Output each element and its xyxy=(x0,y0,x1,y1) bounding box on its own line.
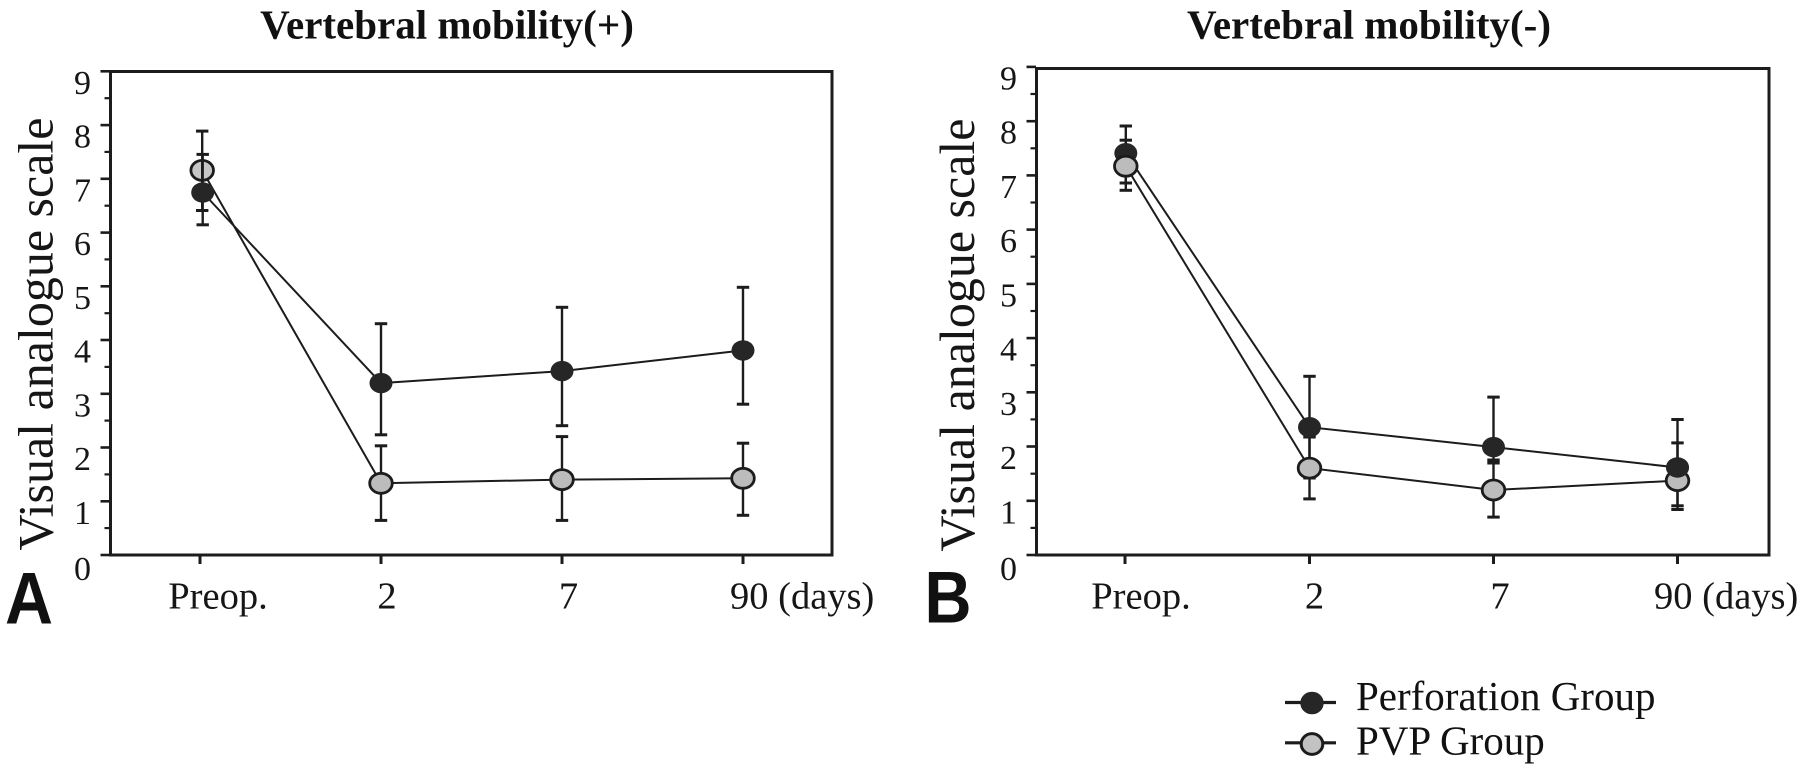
svg-text:5: 5 xyxy=(74,280,91,317)
svg-text:7: 7 xyxy=(1000,169,1017,206)
svg-text:6: 6 xyxy=(74,226,91,263)
svg-text:Visual analogue scale: Visual analogue scale xyxy=(929,119,985,552)
svg-text:Visual analogue scale: Visual analogue scale xyxy=(8,118,64,551)
svg-text:0: 0 xyxy=(74,551,91,588)
svg-text:90 (days): 90 (days) xyxy=(1654,576,1798,618)
svg-text:0: 0 xyxy=(1000,551,1017,588)
svg-text:7: 7 xyxy=(74,172,91,209)
svg-text:8: 8 xyxy=(74,119,91,156)
svg-text:1: 1 xyxy=(1000,494,1017,531)
svg-text:7: 7 xyxy=(1490,576,1509,618)
svg-text:7: 7 xyxy=(559,576,578,618)
svg-text:Vertebral mobility(-): Vertebral mobility(-) xyxy=(1187,2,1551,48)
svg-text:8: 8 xyxy=(1000,115,1017,152)
svg-text:PVP Group: PVP Group xyxy=(1356,718,1545,764)
svg-text:2: 2 xyxy=(377,576,396,618)
svg-text:Preop.: Preop. xyxy=(1091,576,1190,618)
svg-text:2: 2 xyxy=(1000,440,1017,477)
svg-text:9: 9 xyxy=(74,65,91,102)
svg-text:Perforation Group: Perforation Group xyxy=(1356,673,1655,719)
svg-text:4: 4 xyxy=(1000,332,1017,369)
svg-text:Preop.: Preop. xyxy=(168,576,267,618)
svg-text:6: 6 xyxy=(1000,223,1017,260)
svg-text:Vertebral mobility(+): Vertebral mobility(+) xyxy=(260,2,634,48)
svg-text:2: 2 xyxy=(74,441,91,478)
svg-text:3: 3 xyxy=(74,387,91,424)
svg-text:A: A xyxy=(5,559,53,640)
svg-text:3: 3 xyxy=(1000,386,1017,423)
svg-text:4: 4 xyxy=(74,334,91,371)
svg-text:1: 1 xyxy=(74,495,91,532)
svg-text:2: 2 xyxy=(1305,576,1324,618)
svg-text:9: 9 xyxy=(1000,60,1017,97)
svg-text:90 (days): 90 (days) xyxy=(730,576,874,618)
svg-text:B: B xyxy=(925,558,972,639)
svg-text:5: 5 xyxy=(1000,277,1017,314)
